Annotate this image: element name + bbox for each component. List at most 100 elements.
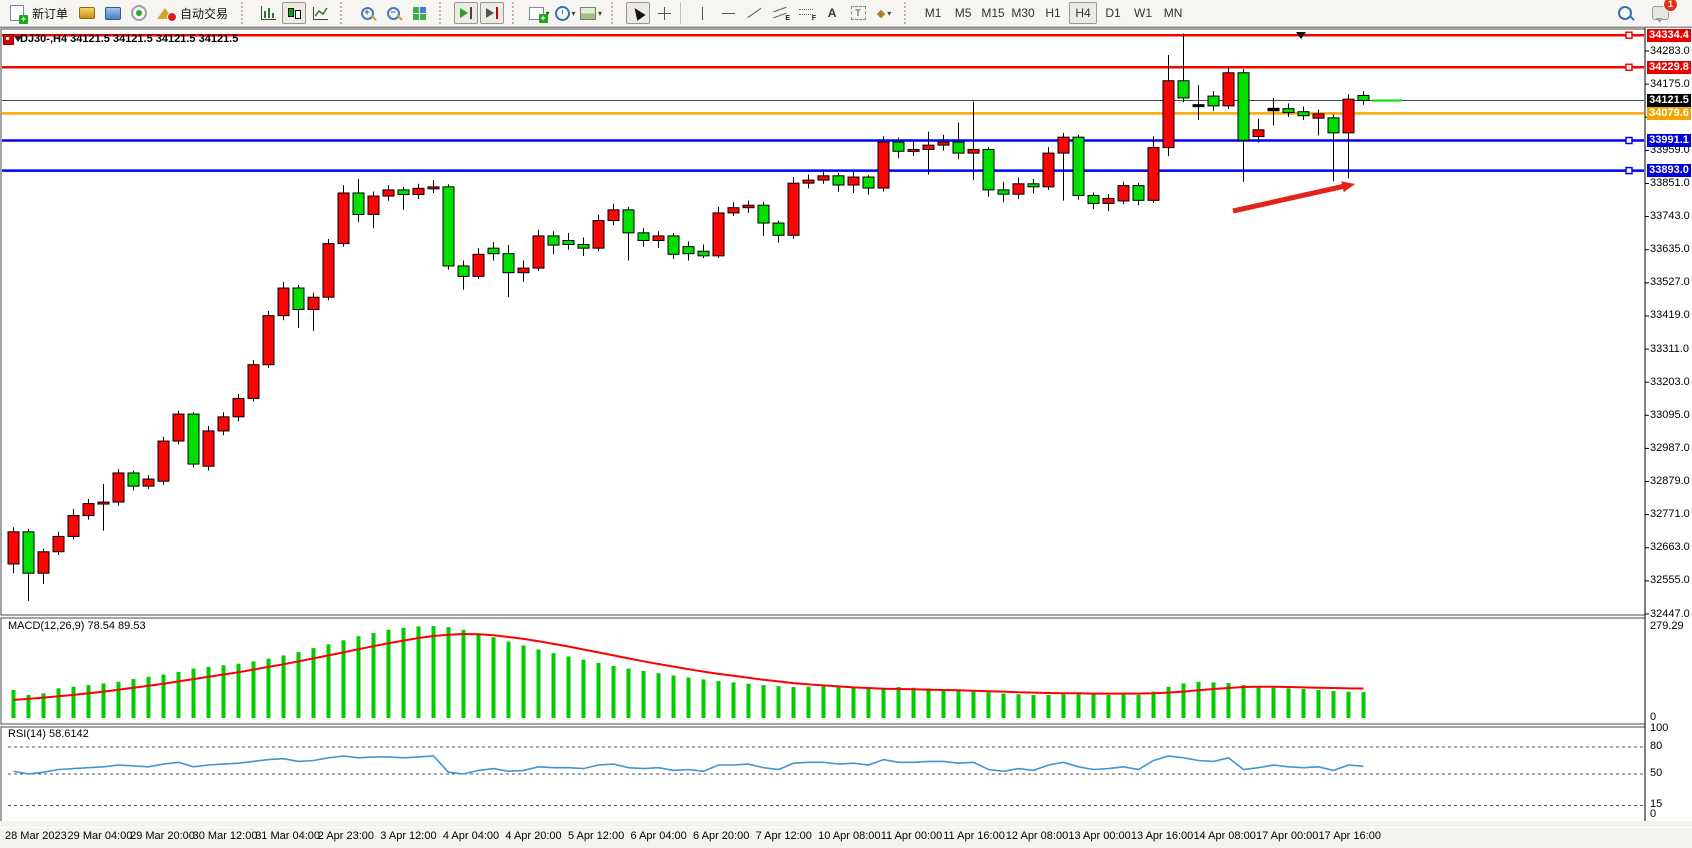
price-tick-label: 33743.0 bbox=[1650, 210, 1690, 223]
period-button[interactable]: ▾ bbox=[553, 2, 577, 24]
line-chart-icon bbox=[312, 6, 328, 20]
timeframe-button-M1[interactable]: M1 bbox=[924, 6, 942, 20]
arrows-icon: ◆ bbox=[876, 7, 886, 20]
fibonacci-button[interactable]: F bbox=[794, 2, 818, 24]
price-level-badge: 34079.6 bbox=[1647, 106, 1691, 120]
trend-line-button[interactable] bbox=[742, 2, 766, 24]
cursor-button[interactable] bbox=[626, 2, 651, 24]
price-tick-label: 33527.0 bbox=[1650, 276, 1690, 289]
time-axis-label: 10 Apr 08:00 bbox=[818, 830, 881, 842]
price-tick-label: 32987.0 bbox=[1650, 441, 1690, 454]
new-order-icon: + bbox=[10, 5, 28, 24]
price-tick-label: 33095.0 bbox=[1650, 408, 1690, 421]
timeframe-button-MN[interactable]: MN bbox=[1163, 6, 1183, 20]
price-tick-label: 34175.0 bbox=[1650, 77, 1690, 90]
chart-shift-button[interactable] bbox=[480, 2, 505, 24]
zoom-out-button[interactable]: − bbox=[381, 2, 405, 24]
time-axis-label: 6 Apr 04:00 bbox=[630, 830, 687, 842]
horizontal-line-button[interactable] bbox=[716, 2, 740, 24]
chart-shift-icon bbox=[486, 8, 495, 18]
auto-trading-label: 自动交易 bbox=[180, 6, 229, 21]
template-button[interactable]: ▾ bbox=[579, 2, 603, 24]
timeframe-button-H1[interactable]: H1 bbox=[1045, 6, 1061, 20]
chat-button[interactable]: 1 bbox=[1648, 0, 1678, 24]
rsi-level-80: 80 bbox=[1650, 740, 1663, 752]
timeframe-button-H4[interactable]: H4 bbox=[1069, 2, 1098, 24]
rsi-level-50: 50 bbox=[1650, 767, 1663, 779]
price-tick-label: 32555.0 bbox=[1650, 574, 1690, 587]
timeframe-button-M30[interactable]: M30 bbox=[1011, 6, 1035, 20]
new-order-label: 新订单 bbox=[32, 6, 69, 21]
rsi-level-100: 100 bbox=[1650, 722, 1669, 734]
timeframe-button-D1[interactable]: D1 bbox=[1105, 6, 1121, 20]
toolbar-separator bbox=[680, 2, 686, 24]
macd-label: MACD(12,26,9) 78.54 89.53 bbox=[8, 620, 146, 632]
price-tick-label: 32663.0 bbox=[1650, 541, 1690, 554]
notification-badge: 1 bbox=[1663, 0, 1678, 12]
equidistant-channel-button[interactable]: E bbox=[768, 2, 792, 24]
zoom-in-icon: + bbox=[360, 6, 374, 20]
subwindow-caret-icon[interactable] bbox=[14, 36, 22, 42]
trend-line-icon bbox=[747, 7, 761, 19]
text-button[interactable]: A bbox=[820, 2, 844, 24]
metaeditor-button[interactable] bbox=[101, 2, 125, 24]
bottom-strip bbox=[0, 821, 1692, 827]
time-axis-label: 4 Apr 20:00 bbox=[505, 830, 562, 842]
time-axis-label: 31 Mar 04:00 bbox=[255, 830, 321, 842]
time-axis-label: 29 Mar 20:00 bbox=[130, 830, 195, 842]
candlestick-chart-button[interactable] bbox=[282, 2, 307, 24]
gold-tool-button[interactable] bbox=[75, 2, 99, 24]
tile-windows-button[interactable] bbox=[407, 2, 431, 24]
timeframe-button-M15[interactable]: M15 bbox=[981, 6, 1005, 20]
macd-max-label: 279.29 bbox=[1650, 620, 1684, 632]
line-chart-button[interactable] bbox=[308, 2, 332, 24]
bar-chart-button[interactable] bbox=[256, 2, 280, 24]
toolbar-separator bbox=[512, 2, 519, 24]
cursor-icon bbox=[630, 5, 646, 21]
chart-title: DJ30-,H4 34121.5 34121.5 34121.5 34121.5 bbox=[20, 33, 239, 45]
price-level-badge: 34229.8 bbox=[1647, 60, 1691, 74]
time-axis-label: 6 Apr 20:00 bbox=[693, 830, 750, 842]
bar-chart-icon bbox=[260, 6, 276, 20]
auto-scroll-icon bbox=[460, 8, 469, 18]
zoom-in-button[interactable]: + bbox=[355, 2, 379, 24]
time-axis-label: 3 Apr 12:00 bbox=[380, 830, 437, 842]
search-icon bbox=[1618, 6, 1632, 20]
price-level-badge: 33991.1 bbox=[1647, 134, 1691, 147]
timeframe-button-W1[interactable]: W1 bbox=[1134, 6, 1153, 20]
macd-zero-label: 0 bbox=[1650, 711, 1657, 723]
alerts-button[interactable] bbox=[127, 2, 151, 24]
time-axis-label: 2 Apr 23:00 bbox=[317, 830, 375, 842]
vertical-line-button[interactable] bbox=[690, 2, 714, 24]
auto-scroll-button[interactable] bbox=[454, 2, 479, 24]
rsi-level-15: 15 bbox=[1650, 798, 1663, 810]
time-axis-label: 29 Mar 04:00 bbox=[67, 830, 133, 842]
new-order-button[interactable]: + bbox=[5, 2, 29, 24]
subwindow-marker-icon[interactable] bbox=[3, 34, 14, 45]
toolbar-separator bbox=[241, 2, 248, 24]
time-axis-label: 11 Apr 16:00 bbox=[943, 830, 1005, 842]
price-tick-label: 32447.0 bbox=[1650, 607, 1690, 620]
chart-canvas[interactable]: DJ30-,H4 34121.5 34121.5 34121.5 34121.5… bbox=[0, 27, 1692, 842]
horizontal-line-icon bbox=[721, 12, 735, 14]
text-label-icon: T bbox=[850, 6, 866, 20]
crosshair-button[interactable] bbox=[652, 2, 676, 24]
arrows-button[interactable]: ◆ ▾ bbox=[876, 7, 892, 20]
search-button[interactable] bbox=[1613, 2, 1637, 24]
vertical-line-icon bbox=[701, 6, 703, 20]
text-label-button[interactable]: T bbox=[846, 2, 870, 24]
time-axis-label: 17 Apr 16:00 bbox=[1318, 830, 1381, 842]
timeframe-button-M5[interactable]: M5 bbox=[954, 6, 972, 20]
new-chart-button[interactable]: + ▾ bbox=[527, 2, 551, 24]
price-tick-label: 33851.0 bbox=[1650, 176, 1690, 189]
price-tick-label: 33311.0 bbox=[1650, 342, 1689, 355]
chart-svg[interactable] bbox=[0, 28, 1692, 828]
price-level-badge: 34121.5 bbox=[1647, 94, 1691, 108]
auto-trading-button[interactable] bbox=[153, 2, 178, 24]
time-axis-label: 28 Mar 2023 bbox=[5, 830, 67, 842]
time-axis-label: 12 Apr 08:00 bbox=[1005, 830, 1069, 842]
price-tick-label: 32771.0 bbox=[1650, 508, 1690, 521]
auto-trading-icon bbox=[157, 7, 178, 22]
metaeditor-icon bbox=[105, 6, 122, 20]
